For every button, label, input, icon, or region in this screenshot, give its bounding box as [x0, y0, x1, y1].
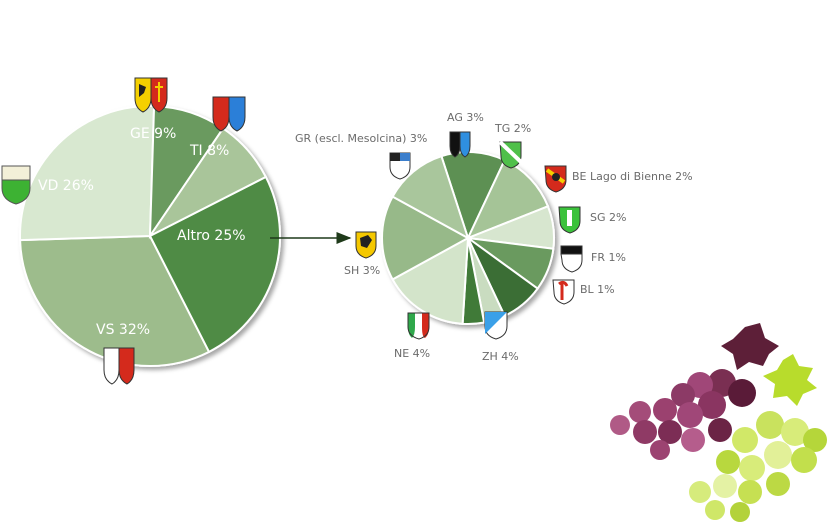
label-altro: Altro 25%: [177, 228, 246, 244]
coat-of-arms-icon-be: [544, 165, 567, 193]
pie-slice-sh: [391, 154, 470, 241]
coat-of-arms-icon-sg: [558, 206, 581, 234]
label-vs: VS 32%: [96, 322, 150, 338]
coat-of-arms-icon-zh: [484, 311, 508, 340]
label-fr: FR 1%: [591, 251, 626, 264]
label-gr: GR (escl. Mesolcina) 3%: [295, 132, 427, 145]
coat-of-arms-icon-ti: [212, 96, 246, 132]
coat-of-arms-icon-sh: [355, 231, 377, 259]
label-vd: VD 26%: [38, 178, 94, 194]
detail-pie: [381, 151, 555, 325]
pie-slice-zh: [391, 236, 470, 325]
coat-of-arms-icon-tg: [498, 140, 523, 169]
coat-of-arms-icon-ge: [134, 77, 168, 113]
pie-slice-ne: [381, 195, 471, 281]
label-sg: SG 2%: [590, 211, 626, 224]
grape-cluster-light-icon: [689, 354, 827, 522]
coat-of-arms-icon-vd: [1, 165, 31, 205]
label-ne: NE 4%: [394, 347, 430, 360]
label-ti: TI 8%: [189, 143, 229, 159]
grape-cluster-dark-icon: [610, 323, 779, 460]
coat-of-arms-icon-fr: [560, 245, 583, 273]
coat-of-arms-icon-vs: [103, 347, 135, 385]
label-ag: AG 3%: [447, 111, 484, 124]
pie-slice-vs: [19, 234, 211, 367]
coat-of-arms-icon-gr: [389, 152, 411, 180]
coat-of-arms-icon-bl: [552, 279, 575, 305]
label-bl: BL 1%: [580, 283, 615, 296]
label-tg: TG 2%: [494, 122, 531, 135]
main-pie: [19, 105, 281, 367]
label-sh: SH 3%: [344, 264, 380, 277]
label-be: BE Lago di Bienne 2%: [572, 170, 693, 183]
pie-slice-altro: [148, 175, 281, 354]
detail-pie-labels: GR (escl. Mesolcina) 3% AG 3% TG 2% BE L…: [295, 111, 693, 363]
coat-of-arms-icon-ag: [449, 131, 471, 158]
main-pie-labels: GE 9% TI 8% VD 26% Altro 25% VS 32%: [38, 126, 246, 338]
pie-slice-vd: [19, 105, 156, 242]
coat-of-arms-icon-ne: [407, 312, 430, 340]
label-ge: GE 9%: [130, 126, 176, 142]
label-zh: ZH 4%: [482, 350, 519, 363]
